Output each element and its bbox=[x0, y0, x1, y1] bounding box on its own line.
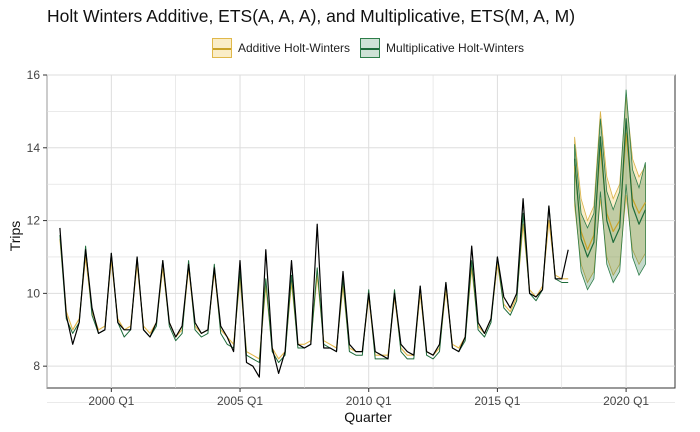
legend-key-additive bbox=[212, 38, 232, 58]
y-axis-ticks: 8 10 12 14 16 bbox=[27, 68, 47, 373]
x-tick-label: 2005 Q1 bbox=[217, 394, 263, 408]
series-line-actual bbox=[59, 198, 569, 378]
legend-label-multiplicative: Multiplicative Holt-Winters bbox=[386, 41, 525, 55]
y-tick-label: 14 bbox=[27, 141, 41, 155]
series-line-multiplicative-forecast bbox=[574, 118, 646, 258]
x-axis-ticks: 2000 Q1 2005 Q1 2010 Q1 2015 Q1 2020 Q1 bbox=[88, 388, 649, 408]
y-tick-label: 10 bbox=[27, 286, 41, 300]
x-tick-label: 2010 Q1 bbox=[346, 394, 392, 408]
legend-label-additive: Additive Holt-Winters bbox=[238, 41, 351, 55]
x-tick-label: 2020 Q1 bbox=[603, 394, 649, 408]
y-tick-label: 12 bbox=[27, 214, 41, 228]
x-axis-title: Quarter bbox=[344, 409, 392, 425]
x-tick-label: 2000 Q1 bbox=[88, 394, 134, 408]
legend-item-multiplicative: Multiplicative Holt-Winters bbox=[360, 38, 524, 58]
series-line-additive-forecast bbox=[574, 132, 646, 251]
y-tick-label: 8 bbox=[33, 359, 40, 373]
plot-panel bbox=[46, 74, 676, 389]
x-tick-label: 2015 Q1 bbox=[474, 394, 520, 408]
series-lines bbox=[59, 118, 646, 378]
y-axis-title: Trips bbox=[7, 221, 23, 252]
legend-item-additive: Additive Holt-Winters bbox=[212, 38, 350, 58]
y-tick-label: 16 bbox=[27, 68, 41, 82]
legend-key-multiplicative bbox=[360, 38, 381, 58]
chart-legend: Additive Holt-Winters Multiplicative Hol… bbox=[212, 38, 534, 58]
chart-title: Holt Winters Additive, ETS(A, A, A), and… bbox=[47, 6, 576, 26]
